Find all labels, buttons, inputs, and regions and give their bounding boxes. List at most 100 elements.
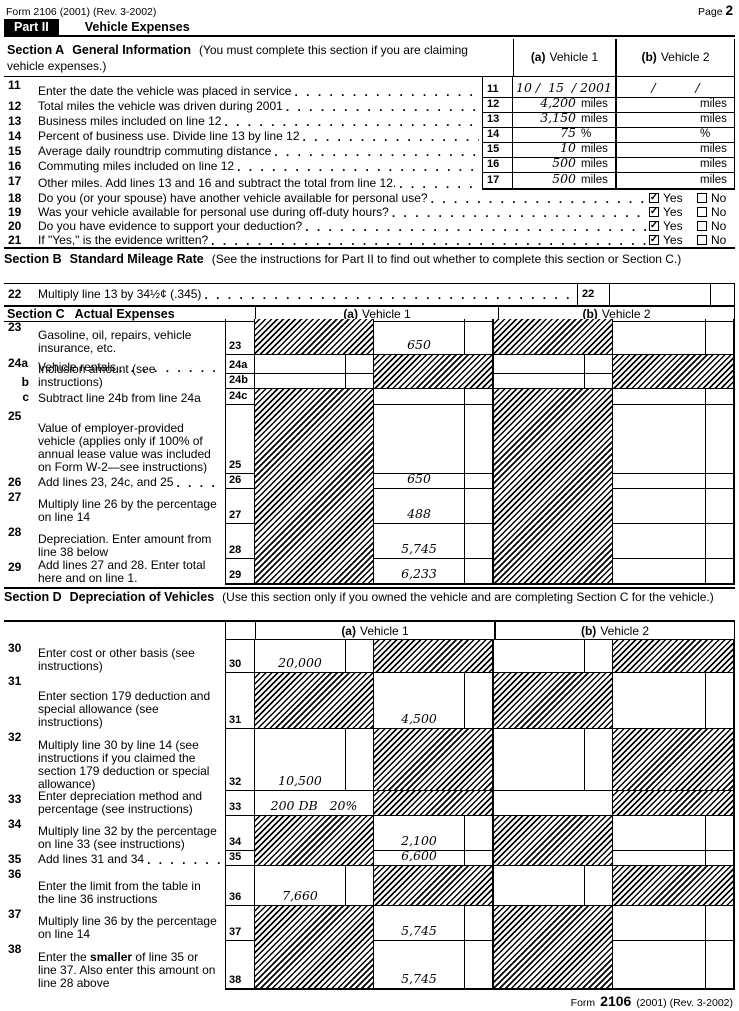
dot-leader: . . . . . . . . . . . . . . . . . . . . …: [219, 512, 222, 524]
line-22-cents[interactable]: [710, 283, 735, 305]
cents-cell[interactable]: [465, 816, 494, 851]
line-31-description: 31 Enter section 179 deduction and speci…: [4, 673, 225, 729]
line-32-vehicle2-amount[interactable]: [494, 729, 585, 791]
cents-cell[interactable]: [465, 489, 494, 524]
cents-cell[interactable]: [706, 941, 735, 990]
line-30-vehicle2-amount[interactable]: [494, 640, 585, 673]
line-14-vehicle2-value[interactable]: %: [615, 127, 735, 143]
line-21-no-checkbox[interactable]: [697, 234, 707, 245]
line-24c-box-number: 24c: [225, 389, 255, 405]
cents-cell[interactable]: [465, 559, 494, 585]
cents-cell[interactable]: [465, 405, 494, 474]
line-28-vehicle1-amount[interactable]: 5,745: [374, 524, 465, 559]
line-23-vehicle1-amount[interactable]: 650: [374, 319, 465, 355]
cents-cell[interactable]: [465, 906, 494, 941]
cents-cell[interactable]: [585, 866, 613, 906]
cents-cell[interactable]: [585, 729, 613, 791]
line-36-vehicle2-amount[interactable]: [494, 866, 585, 906]
line-11-vehicle2-value[interactable]: / /: [615, 76, 735, 98]
cents-cell[interactable]: [585, 640, 613, 673]
line-24c-vehicle1-amount[interactable]: [374, 389, 465, 405]
cents-cell[interactable]: [465, 474, 494, 489]
line-34-vehicle2-amount[interactable]: [613, 816, 706, 851]
line-29-vehicle2-amount[interactable]: [613, 559, 706, 585]
line-24b-vehicle1-amount[interactable]: [255, 374, 346, 389]
line-19-no-checkbox[interactable]: [697, 206, 707, 217]
line-34-vehicle1-amount[interactable]: 2,100: [374, 816, 465, 851]
line-17-vehicle2-value[interactable]: miles: [615, 172, 735, 190]
line-15-vehicle1-value[interactable]: 10 miles: [513, 140, 615, 158]
line-29-vehicle1-amount[interactable]: 6,233: [374, 559, 465, 585]
line-28-vehicle2-amount[interactable]: [613, 524, 706, 559]
cents-cell[interactable]: [465, 389, 494, 405]
line-11-vehicle1-value[interactable]: 10 / 15 / 2001: [513, 77, 615, 98]
cents-cell[interactable]: [706, 389, 735, 405]
line-38-vehicle2-amount[interactable]: [613, 941, 706, 990]
line-24a-vehicle2-amount[interactable]: [494, 355, 585, 374]
line-24b-vehicle2-amount[interactable]: [494, 374, 585, 389]
line-24c-vehicle2-amount[interactable]: [613, 389, 706, 405]
cents-cell[interactable]: [706, 816, 735, 851]
cents-cell[interactable]: [346, 355, 374, 374]
line-33-vehicle1-method[interactable]: 200 DB 20%: [255, 791, 374, 816]
line-37-vehicle1-amount[interactable]: 5,745: [374, 906, 465, 941]
line-26-vehicle2-amount[interactable]: [613, 474, 706, 489]
line-13-vehicle2-value[interactable]: miles: [615, 112, 735, 128]
cents-cell[interactable]: [706, 319, 735, 355]
cents-cell[interactable]: [465, 524, 494, 559]
line-18-no-checkbox[interactable]: [697, 192, 707, 203]
line-35-vehicle1-amount[interactable]: 6,600: [374, 848, 465, 866]
line-20-yes-checkbox[interactable]: ✓: [649, 219, 659, 231]
line-32-vehicle1-amount[interactable]: 10,500: [255, 729, 346, 791]
line-27-vehicle2-amount[interactable]: [613, 489, 706, 524]
cents-cell[interactable]: [706, 559, 735, 585]
cents-cell[interactable]: [346, 866, 374, 906]
line-30-vehicle1-amount[interactable]: 20,000: [255, 640, 346, 673]
cents-cell[interactable]: [346, 640, 374, 673]
line-37-vehicle2-amount[interactable]: [613, 906, 706, 941]
line-18-yes-checkbox[interactable]: ✓: [649, 191, 659, 203]
line-21-yes-checkbox[interactable]: ✓: [649, 233, 659, 245]
line-13-vehicle1-value[interactable]: 3,150 miles: [513, 110, 615, 128]
line-31-vehicle2-amount[interactable]: [613, 673, 706, 729]
cents-cell[interactable]: [585, 355, 613, 374]
cents-cell[interactable]: [706, 474, 735, 489]
cents-cell[interactable]: [706, 673, 735, 729]
line-14-vehicle1-value[interactable]: 75%: [513, 125, 615, 143]
cents-cell[interactable]: [706, 489, 735, 524]
line-25-vehicle1-amount[interactable]: [374, 405, 465, 474]
line-26-box-number: 26: [225, 474, 255, 489]
cents-cell[interactable]: [706, 524, 735, 559]
line-26-vehicle1-amount[interactable]: 650: [374, 471, 465, 489]
line-27-vehicle1-amount[interactable]: 488: [374, 489, 465, 524]
line-19-yes-checkbox[interactable]: ✓: [649, 205, 659, 217]
line-15-vehicle2-value[interactable]: miles: [615, 142, 735, 158]
line-17-vehicle1-value[interactable]: 500 miles: [513, 171, 615, 190]
line-12-vehicle1-value[interactable]: 4,200 miles: [513, 95, 615, 113]
cents-cell[interactable]: [465, 851, 494, 866]
line-24a-vehicle1-amount[interactable]: [255, 355, 346, 374]
cents-cell[interactable]: [706, 851, 735, 866]
line-38-vehicle1-amount[interactable]: 5,745: [374, 941, 465, 990]
cents-cell[interactable]: [585, 374, 613, 389]
line-16-vehicle2-value[interactable]: miles: [615, 157, 735, 173]
cents-cell[interactable]: [346, 729, 374, 791]
line-36-description: 36 Enter the limit from the table in the…: [4, 866, 225, 906]
line-12-vehicle2-value[interactable]: miles: [615, 97, 735, 113]
line-36-vehicle1-amount[interactable]: 7,660: [255, 866, 346, 906]
cents-cell[interactable]: [706, 906, 735, 941]
cents-cell[interactable]: [465, 673, 494, 729]
cents-cell[interactable]: [465, 941, 494, 990]
cents-cell[interactable]: [346, 374, 374, 389]
line-33-vehicle2-method[interactable]: [494, 791, 613, 816]
line-27-box-number: 27: [225, 489, 255, 524]
line-20-no-checkbox[interactable]: [697, 220, 707, 231]
cents-cell[interactable]: [465, 319, 494, 355]
line-25-vehicle2-amount[interactable]: [613, 405, 706, 474]
line-22-amount[interactable]: [610, 284, 710, 305]
line-16-vehicle1-value[interactable]: 500 miles: [513, 155, 615, 173]
line-23-vehicle2-amount[interactable]: [613, 319, 706, 355]
line-31-vehicle1-amount[interactable]: 4,500: [374, 673, 465, 729]
line-35-vehicle2-amount[interactable]: [613, 851, 706, 866]
cents-cell[interactable]: [706, 405, 735, 474]
